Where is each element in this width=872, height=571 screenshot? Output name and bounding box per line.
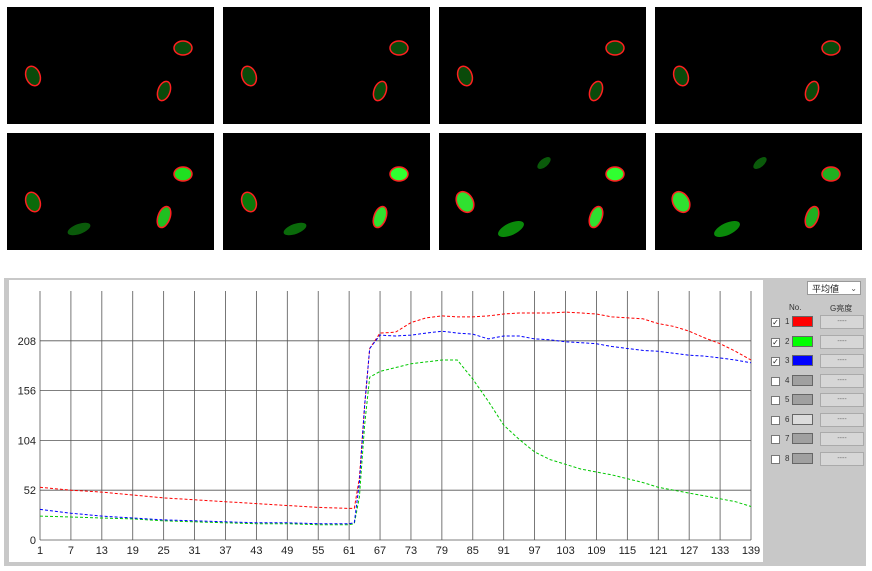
statistic-dropdown[interactable]: 平均値 ⌄ <box>807 281 861 295</box>
x-tick-label: 55 <box>312 545 324 557</box>
x-tick-label: 85 <box>467 545 479 557</box>
legend-row-6: 6 ---- <box>765 412 866 429</box>
cell-image-1[interactable] <box>7 7 214 124</box>
series-checkbox-7[interactable] <box>771 435 780 444</box>
x-tick-label: 31 <box>188 545 200 557</box>
x-tick-label: 127 <box>680 545 698 557</box>
series-value-field: ---- <box>820 432 864 446</box>
series-checkbox-4[interactable] <box>771 376 780 386</box>
chevron-down-icon: ⌄ <box>850 284 857 293</box>
series-color-swatch[interactable] <box>792 394 813 405</box>
x-tick-label: 7 <box>68 545 74 557</box>
legend-row-1: ✓ 1 ---- <box>765 314 866 331</box>
series-color-swatch[interactable] <box>792 355 813 366</box>
x-tick-label: 37 <box>219 545 231 557</box>
cell-image-6[interactable] <box>223 133 430 250</box>
series-number: 2 <box>785 336 790 346</box>
series-checkbox-2[interactable]: ✓ <box>771 337 780 347</box>
x-tick-label: 43 <box>250 545 262 557</box>
series-value-field: ---- <box>820 334 864 349</box>
series-checkbox-6[interactable] <box>771 415 780 425</box>
series-number: 4 <box>785 375 790 385</box>
x-tick-label: 97 <box>528 545 540 557</box>
cell-image-4[interactable] <box>655 7 862 124</box>
series-number: 1 <box>785 317 790 326</box>
series-value-field: ---- <box>820 315 864 329</box>
x-tick-label: 103 <box>556 545 574 557</box>
series-number: 5 <box>785 395 790 404</box>
statistic-dropdown-value: 平均値 <box>812 284 840 294</box>
x-tick-label: 79 <box>436 545 448 557</box>
x-tick-label: 73 <box>405 545 417 557</box>
intensity-line-chart: 1 7 13 19 25 31 37 43 49 55 61 67 73 79 85 91 97 103 109 11… <box>18 291 760 557</box>
legend-panel: 平均値 ⌄ No. G亮度 ✓ 1 ---- ✓ 2 ---- ✓ 3 ---- 4 ---- 5 --… <box>765 278 866 566</box>
legend-row-8: 8 ---- <box>765 451 866 468</box>
series-value-field: ---- <box>820 412 864 427</box>
series-checkbox-5[interactable] <box>771 396 780 405</box>
x-tick-label: 61 <box>343 545 355 557</box>
series-color-swatch[interactable] <box>792 316 813 327</box>
series-line-2 <box>39 359 752 526</box>
series-number: 3 <box>785 356 790 365</box>
y-tick-label: 156 <box>18 386 36 398</box>
series-value-field: ---- <box>820 393 864 407</box>
chart-panel: 1 7 13 19 25 31 37 43 49 55 61 67 73 79 85 91 97 103 109 11… <box>4 278 866 566</box>
series-color-swatch[interactable] <box>792 433 813 444</box>
cell-image-8[interactable] <box>655 133 862 250</box>
series-checkbox-3[interactable]: ✓ <box>771 357 780 366</box>
legend-row-4: 4 ---- <box>765 373 866 390</box>
x-tick-label: 1 <box>37 545 43 557</box>
series-checkbox-1[interactable]: ✓ <box>771 318 780 327</box>
series-value-field: ---- <box>820 451 864 466</box>
series-color-swatch[interactable] <box>792 335 813 347</box>
x-tick-label: 115 <box>619 545 637 557</box>
series-checkbox-8[interactable] <box>771 454 780 464</box>
series-line-3 <box>39 330 752 525</box>
chart-area[interactable]: 1 7 13 19 25 31 37 43 49 55 61 67 73 79 85 91 97 103 109 11… <box>9 280 763 562</box>
legend-row-5: 5 ---- <box>765 392 866 409</box>
legend-header-no: No. <box>789 303 802 312</box>
x-tick-label: 49 <box>281 545 293 557</box>
legend-header-value: G亮度 <box>830 304 853 313</box>
x-tick-label: 25 <box>158 545 170 557</box>
y-tick-label: 0 <box>30 535 36 547</box>
legend-row-7: 7 ---- <box>765 431 866 448</box>
cell-image-5[interactable] <box>7 133 214 250</box>
series-color-swatch[interactable] <box>792 374 813 386</box>
series-line-1 <box>39 311 752 509</box>
cell-image-2[interactable] <box>223 7 430 124</box>
legend-row-3: ✓ 3 ---- <box>765 353 866 370</box>
x-tick-label: 109 <box>587 545 605 557</box>
y-tick-label: 104 <box>18 435 36 447</box>
cell-image-7[interactable] <box>439 133 646 250</box>
y-tick-label: 52 <box>24 485 36 497</box>
x-tick-label: 91 <box>498 545 510 557</box>
cell-image-3[interactable] <box>439 7 646 124</box>
series-value-field: ---- <box>820 373 864 388</box>
x-tick-label: 121 <box>649 545 667 557</box>
y-tick-label: 208 <box>18 336 36 348</box>
x-tick-label: 13 <box>96 545 108 557</box>
series-value-field: ---- <box>820 354 864 368</box>
x-tick-label: 133 <box>711 545 729 557</box>
series-color-swatch[interactable] <box>792 452 813 464</box>
series-number: 8 <box>785 453 790 463</box>
x-tick-label: 67 <box>374 545 386 557</box>
series-number: 7 <box>785 434 790 443</box>
series-number: 6 <box>785 414 790 424</box>
x-tick-label: 139 <box>742 545 760 557</box>
series-color-swatch[interactable] <box>792 413 813 425</box>
legend-row-2: ✓ 2 ---- <box>765 334 866 351</box>
x-tick-label: 19 <box>127 545 139 557</box>
